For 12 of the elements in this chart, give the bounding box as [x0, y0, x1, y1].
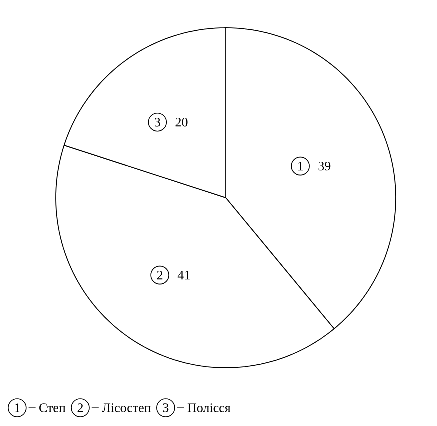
- text: 1: [15, 404, 20, 412]
- data-label: 20: [176, 118, 188, 127]
- legend-label: Полісся: [188, 404, 231, 412]
- text: 3: [155, 118, 160, 127]
- text: 3: [163, 404, 169, 412]
- data-label: 41: [178, 271, 190, 280]
- data-label: 39: [318, 162, 331, 171]
- text: 1: [298, 162, 304, 171]
- text: 2: [157, 271, 163, 280]
- legend-label: Лісостеп: [102, 404, 151, 412]
- legend-label: Степ: [40, 404, 66, 412]
- text: 2: [78, 404, 84, 412]
